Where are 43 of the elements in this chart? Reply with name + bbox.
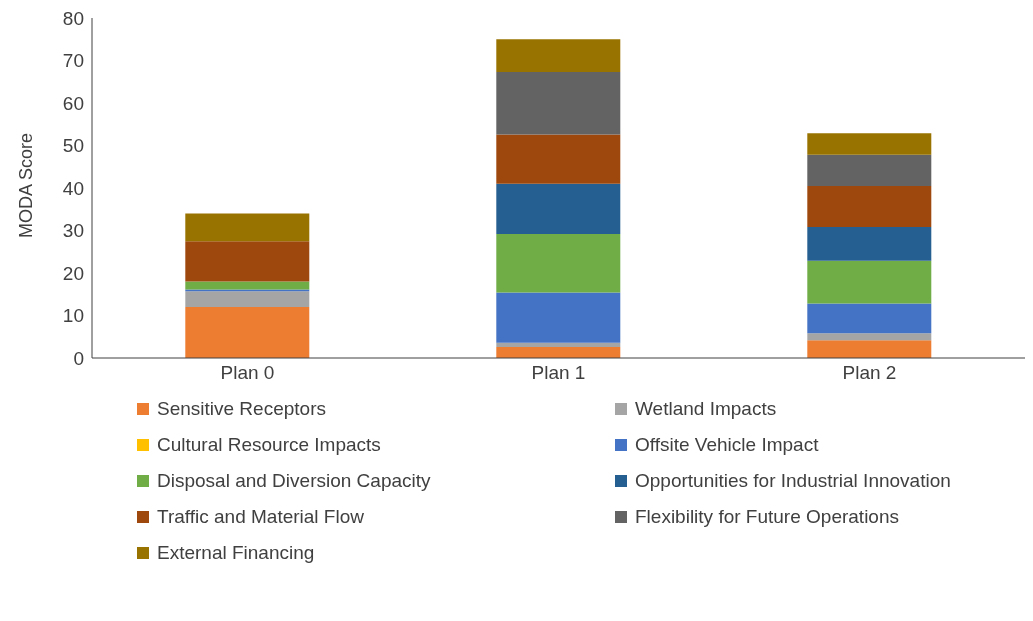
bar [496,134,621,184]
legend-label: Disposal and Diversion Capacity [157,470,431,492]
bar [496,292,621,343]
bar [807,303,932,334]
bar [807,340,932,358]
bar [807,154,932,186]
bar [185,291,310,307]
y-tick-label: 40 [62,177,84,199]
bar [496,183,621,234]
y-tick-label: 10 [62,305,84,327]
bar [185,213,310,242]
y-tick-label: 20 [62,262,84,284]
x-tick-label: Plan 1 [531,362,586,384]
x-tick-label: Plan 0 [220,362,275,384]
bar [496,71,621,135]
bar [807,227,932,261]
x-tick-label: Plan 2 [842,362,897,384]
legend-label: Flexibility for Future Operations [635,506,899,528]
y-axis-title: MODA Score [16,132,37,238]
bar [496,346,621,358]
y-tick-label: 70 [62,50,84,72]
y-tick-label: 80 [62,7,84,29]
y-tick-label: 30 [62,220,84,242]
bar [185,307,310,358]
legend-label: Offsite Vehicle Impact [635,434,819,456]
bar [496,39,621,72]
y-tick-label: 0 [73,347,84,369]
legend-label: Cultural Resource Impacts [157,434,381,456]
legend-label: External Financing [157,542,315,564]
legend-label: Wetland Impacts [635,398,777,420]
bar [496,342,621,347]
legend-label: Opportunities for Industrial Innovation [635,470,951,492]
bar [185,241,310,282]
bar [807,260,932,304]
bar [807,133,932,155]
bar [807,185,932,228]
legend-label: Traffic and Material Flow [157,506,364,528]
bar [807,333,932,341]
bar [185,281,310,290]
y-tick-label: 50 [62,135,84,157]
legend-label: Sensitive Receptors [157,398,326,420]
bar [496,233,621,293]
y-tick-label: 60 [62,92,84,114]
